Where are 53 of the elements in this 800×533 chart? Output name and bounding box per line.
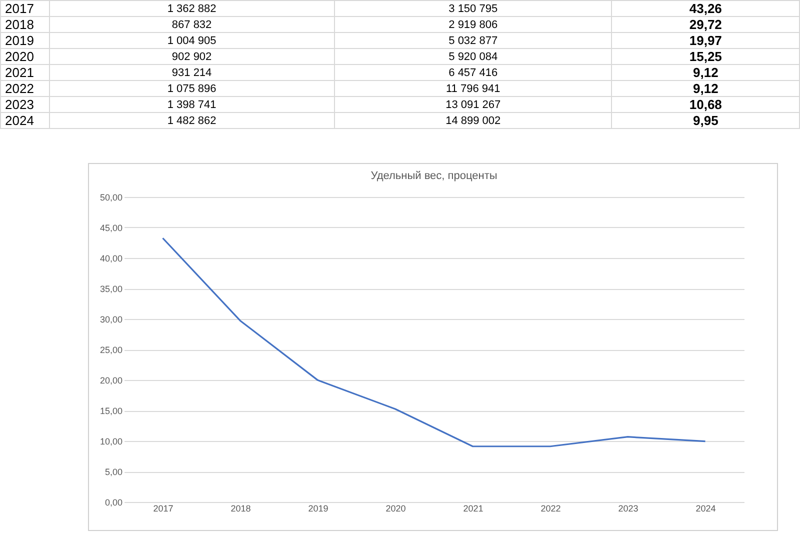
text: 5 920 084 (334, 48, 612, 64)
category-label: 2017 (5, 1, 34, 16)
y-tick-label: 45,00 (100, 223, 122, 233)
text: 13 091 267 (334, 96, 612, 112)
text: 1 482 862 (49, 112, 334, 128)
category-label: 2020 (5, 49, 34, 64)
y-tick-label: 50,00 (100, 192, 122, 202)
category-label: 2021 (5, 65, 34, 80)
text: 14 899 002 (334, 112, 612, 128)
text: 867 832 (49, 16, 334, 32)
text: 3 150 795 (334, 0, 612, 16)
category-label: 2022 (5, 81, 34, 96)
x-tick-label: 2018 (230, 504, 251, 514)
text: 1 362 882 (49, 0, 334, 16)
x-tick-label: 2017 (153, 504, 174, 514)
x-tick-label: 2024 (696, 504, 716, 514)
text: 5 032 877 (334, 32, 612, 48)
text: 43,26 (689, 1, 722, 16)
y-tick-label: 10,00 (100, 436, 122, 446)
y-tick-label: 25,00 (100, 345, 122, 355)
x-tick-label: 2020 (386, 504, 406, 514)
category-label: 2023 (5, 97, 34, 112)
text: 9,95 (693, 113, 718, 128)
category-label: 2024 (5, 113, 34, 128)
y-tick-label: 20,00 (100, 376, 122, 386)
y-tick-label: 35,00 (100, 284, 122, 294)
y-tick-label: 40,00 (100, 254, 122, 264)
category-label: 2018 (5, 17, 34, 32)
text: 19,97 (689, 33, 722, 48)
text: 10,68 (689, 97, 722, 112)
y-tick-label: 15,00 (100, 406, 122, 416)
line-series (162, 237, 706, 448)
y-tick-label: 30,00 (100, 314, 122, 324)
text: 1 075 896 (49, 80, 334, 96)
category-label: 2019 (5, 33, 34, 48)
x-tick-label: 2019 (308, 504, 328, 514)
x-tick-label: 2021 (463, 504, 484, 514)
text: 2 919 806 (334, 16, 612, 32)
text: 1 004 905 (49, 32, 334, 48)
text: 902 902 (49, 48, 334, 64)
x-tick-label: 2022 (540, 504, 561, 514)
chart-title: Удельный вес, проценты (370, 170, 498, 182)
y-tick-label: 5,00 (104, 467, 122, 477)
text: 1 398 741 (49, 96, 334, 112)
text: 931 214 (49, 64, 334, 80)
text: 15,25 (689, 49, 722, 64)
x-tick-label: 2023 (618, 504, 638, 514)
text: 11 796 941 (334, 80, 612, 96)
text: 29,72 (689, 17, 722, 32)
y-tick-label: 0,00 (104, 498, 122, 508)
text: 6 457 416 (334, 64, 612, 80)
text: 9,12 (693, 81, 718, 96)
text: 9,12 (693, 65, 718, 80)
